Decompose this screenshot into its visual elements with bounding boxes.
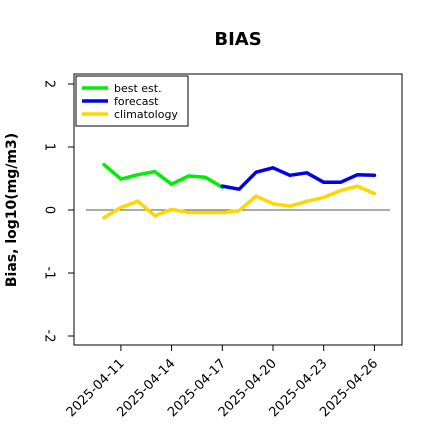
legend-label: forecast <box>114 95 159 108</box>
y-tick-label: -1 <box>41 267 56 280</box>
legend-label: climatology <box>114 108 178 121</box>
series-line-climatology <box>102 184 377 220</box>
y-tick-label: -2 <box>41 330 56 343</box>
y-tick-label: 0 <box>41 206 56 214</box>
chart-title: BIAS <box>214 29 261 50</box>
series-line-best-est <box>102 162 225 190</box>
y-tick-label: 2 <box>41 80 56 88</box>
y-tick-label: 1 <box>41 143 56 151</box>
y-axis-label: Bias, log10(mg/m3) <box>4 133 20 287</box>
legend-label: best est. <box>114 82 162 95</box>
series-line-forecast <box>220 166 377 191</box>
